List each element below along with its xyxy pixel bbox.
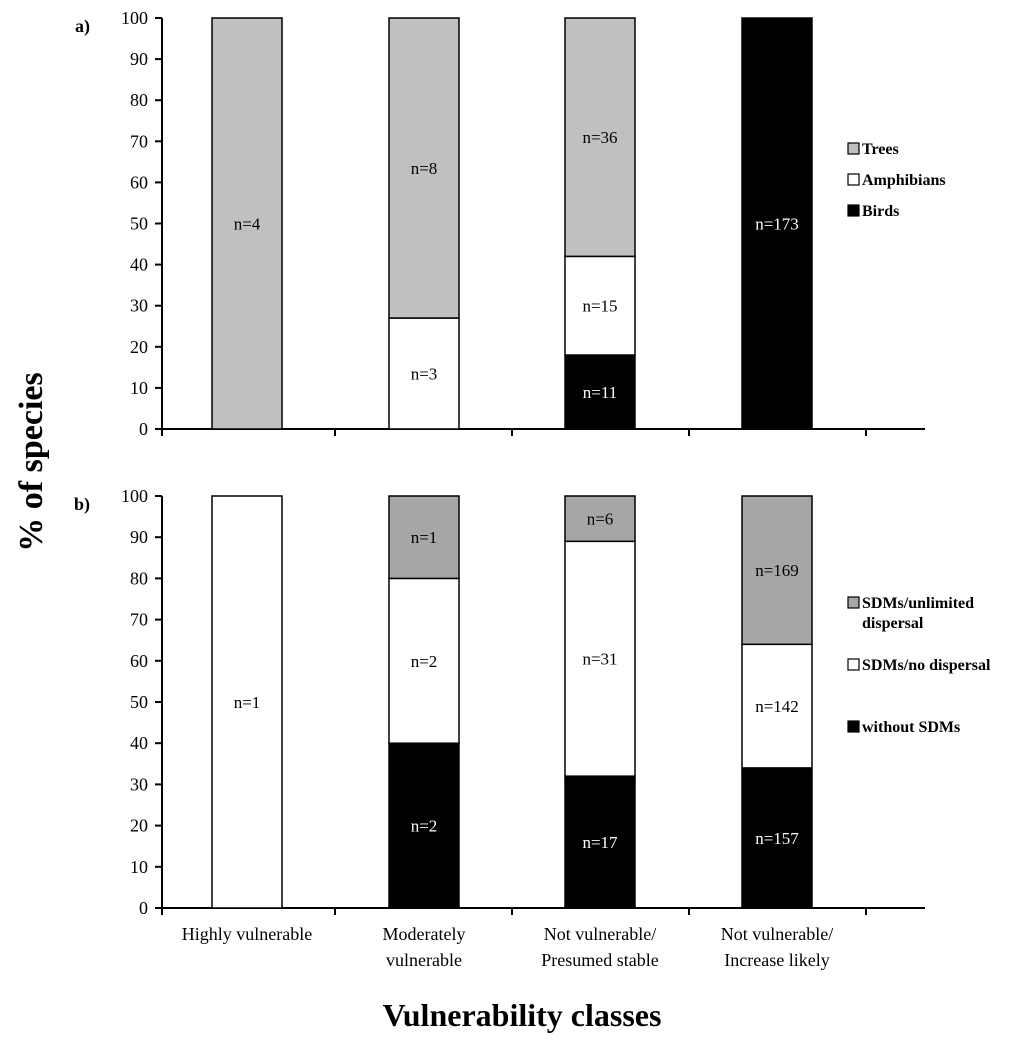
panel-label: a) [75, 16, 90, 37]
bar-segment [211, 495, 283, 909]
y-tick-label: 20 [130, 337, 148, 357]
data-label: n=173 [755, 215, 799, 234]
bar-segment [741, 643, 813, 769]
category-label: Increase likely [724, 950, 829, 970]
y-tick-label: 90 [130, 527, 148, 547]
legend-label: dispersal [862, 615, 924, 632]
y-tick-label: 30 [130, 774, 148, 794]
category-label: Not vulnerable/ [544, 924, 656, 944]
y-tick-label: 30 [130, 296, 148, 316]
data-label: n=15 [582, 297, 617, 316]
bar-segment [741, 17, 813, 430]
data-label: n=2 [411, 652, 438, 671]
category-label: Presumed stable [541, 950, 658, 970]
bar-segment [741, 495, 813, 646]
bar-segment [564, 495, 636, 543]
category-label: Highly vulnerable [182, 924, 312, 944]
legend-swatch [847, 720, 860, 733]
y-tick-label: 20 [130, 816, 148, 836]
data-label: n=1 [411, 528, 438, 547]
bar-segment [564, 17, 636, 258]
category-label: Not vulnerable/ [721, 924, 833, 944]
data-label: n=8 [411, 159, 438, 178]
y-tick-label: 60 [130, 651, 148, 671]
y-tick-label: 40 [130, 733, 148, 753]
y-axis-title: % of species [13, 372, 50, 551]
legend-swatch [847, 142, 860, 155]
legend-label: SDMs/unlimited [862, 595, 974, 612]
panel-label: b) [74, 494, 90, 515]
legend-label: SDMs/no dispersal [862, 657, 991, 674]
data-label: n=142 [755, 697, 799, 716]
bar-segment [388, 17, 460, 319]
data-label: n=4 [234, 215, 261, 234]
data-label: n=157 [755, 829, 799, 848]
y-tick-label: 100 [121, 486, 148, 506]
legend-swatch [847, 658, 860, 671]
data-label: n=6 [587, 510, 614, 529]
panel-b-chart: b) 0 10 20 30 40 50 60 70 80 90 100 n=1 n=2 n=2 n=1 n=17… [74, 486, 991, 918]
bar-segment [211, 17, 283, 430]
y-tick-label: 10 [130, 857, 148, 877]
category-labels: Highly vulnerable Moderately vulnerable Not… [182, 924, 833, 970]
x-axis-title: Vulnerability classes [383, 997, 662, 1033]
legend-swatch [847, 596, 860, 609]
y-tick-label: 90 [130, 49, 148, 69]
y-tick-label: 10 [130, 378, 148, 398]
legend-label: Birds [862, 203, 899, 220]
bar-segment [564, 255, 636, 356]
panel-a-chart: a) 0 10 20 30 40 50 60 70 80 90 100 n=4 n=3 n=8 n=11 n=1… [75, 8, 946, 439]
legend-label: Trees [862, 141, 899, 158]
y-tick-label: 70 [130, 131, 148, 151]
legend-label: Amphibians [862, 172, 946, 189]
bar-segment [388, 577, 460, 744]
y-tick-label: 0 [139, 419, 148, 439]
bar-segment [388, 495, 460, 580]
y-tick-label: 60 [130, 172, 148, 192]
legend-swatch [847, 204, 860, 217]
data-label: n=17 [582, 833, 618, 852]
data-label: n=1 [234, 693, 261, 712]
y-tick-label: 80 [130, 568, 148, 588]
category-label: Moderately [383, 924, 466, 944]
data-label: n=2 [411, 817, 438, 836]
category-label: vulnerable [386, 950, 462, 970]
bar-segment [564, 354, 636, 430]
data-label: n=36 [582, 128, 617, 147]
y-tick-label: 100 [121, 8, 148, 28]
data-label: n=11 [583, 383, 617, 402]
y-tick-label: 50 [130, 692, 148, 712]
legend-label: without SDMs [862, 719, 960, 736]
data-label: n=169 [755, 561, 799, 580]
y-tick-label: 40 [130, 255, 148, 275]
y-tick-label: 50 [130, 214, 148, 234]
data-label: n=3 [411, 365, 438, 384]
y-tick-label: 70 [130, 610, 148, 630]
y-tick-label: 80 [130, 90, 148, 110]
y-tick-label: 0 [139, 898, 148, 918]
data-label: n=31 [582, 650, 617, 669]
legend-swatch [847, 173, 860, 186]
